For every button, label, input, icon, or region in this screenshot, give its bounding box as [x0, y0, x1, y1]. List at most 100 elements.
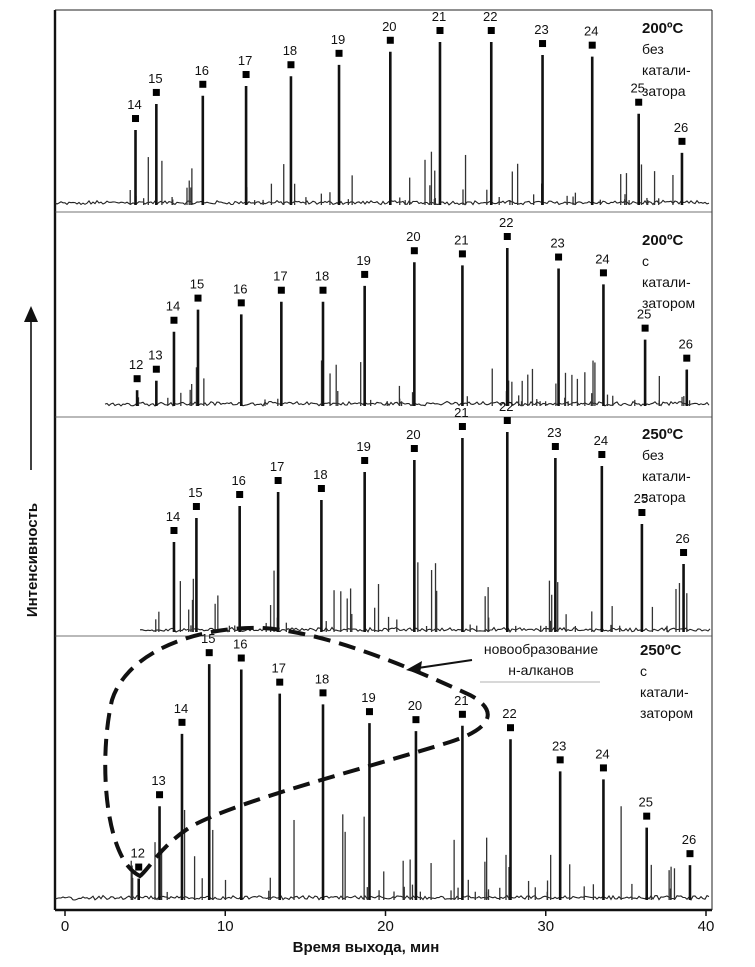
peak-label-c16: 16: [233, 281, 247, 296]
panel-2: 12 13 14 15 16 17 18 19 20 21 22 23 24 25 26 200ºC с ката…: [104, 215, 710, 407]
condition-text: без: [642, 41, 664, 57]
peak-label-c17: 17: [273, 269, 287, 284]
peak-label-c25: 25: [638, 795, 652, 810]
condition-temperature: 250ºC: [642, 426, 684, 443]
peak-label-c25: 25: [630, 81, 644, 96]
peak-marker-c14: [170, 527, 178, 534]
peak-marker-c26: [686, 850, 694, 858]
peak-label-c12: 12: [129, 357, 143, 372]
peak-label-c24: 24: [595, 746, 609, 761]
peak-label-c13: 13: [151, 773, 165, 788]
peak-marker-c18: [287, 61, 295, 69]
peak-label-c21: 21: [454, 405, 468, 420]
peak-label-c21: 21: [432, 9, 446, 24]
annotation-group: новообразование н-алканов: [103, 625, 600, 879]
x-tick-label-20: 20: [377, 918, 394, 935]
peak-label-c24: 24: [595, 251, 609, 266]
peak-label-c13: 13: [148, 348, 162, 363]
condition-text: затора: [642, 83, 686, 99]
peak-label-c25: 25: [634, 491, 648, 506]
peak-label-c15: 15: [188, 485, 202, 500]
condition-text: затором: [642, 295, 695, 311]
peak-label-c18: 18: [283, 43, 297, 58]
peak-marker-c13: [156, 791, 164, 799]
peak-label-c15: 15: [148, 71, 162, 86]
peak-label-c14: 14: [127, 97, 141, 112]
condition-text: катали-: [640, 684, 689, 700]
condition-text: с: [640, 663, 647, 679]
peak-label-c20: 20: [408, 698, 422, 713]
peak-marker-c24: [599, 764, 607, 772]
peak-label-c18: 18: [315, 269, 329, 284]
peak-marker-c24: [598, 451, 606, 458]
peak-label-c19: 19: [356, 253, 370, 268]
condition-text: катали-: [642, 62, 691, 78]
peak-marker-c22: [487, 27, 495, 34]
peak-marker-c16: [237, 654, 245, 662]
peak-marker-c22: [503, 417, 511, 424]
peak-marker-c12: [135, 863, 143, 871]
peak-label-c15: 15: [201, 631, 215, 646]
peak-marker-c26: [678, 137, 686, 145]
peak-label-c19: 19: [331, 32, 345, 47]
peak-marker-c26: [680, 549, 688, 556]
peak-marker-c12: [133, 375, 141, 383]
panel-3: 14 15 16 17 18 19 20 21 22 23 24 25 26 250ºC без катали…: [139, 399, 711, 633]
y-axis-title: Интенсивность: [24, 503, 41, 617]
peak-marker-c17: [276, 678, 284, 686]
peak-label-c14: 14: [166, 299, 180, 314]
peak-label-c17: 17: [238, 53, 252, 68]
peak-marker-c25: [641, 324, 649, 332]
peak-label-c25: 25: [637, 307, 651, 322]
peak-marker-c18: [319, 286, 327, 294]
peak-label-c18: 18: [315, 671, 329, 686]
peak-label-c19: 19: [356, 439, 370, 454]
peak-marker-c23: [555, 253, 563, 261]
peak-label-c21: 21: [454, 693, 468, 708]
axes: 0 10 20 30 40 Время выхода, мин Интенсивность: [24, 306, 714, 956]
condition-text: катали-: [642, 468, 691, 484]
peak-marker-c19: [365, 708, 373, 716]
peak-label-c18: 18: [313, 467, 327, 482]
peak-marker-c16: [199, 80, 207, 88]
baseline-trace: [54, 894, 710, 901]
peak-marker-c21: [458, 423, 466, 430]
peak-label-c23: 23: [552, 738, 566, 753]
condition-temperature: 200ºC: [642, 20, 684, 37]
peak-label-c21: 21: [454, 232, 468, 247]
peak-label-c17: 17: [270, 459, 284, 474]
condition-temperature: 200ºC: [642, 232, 684, 249]
chromatogram-panels: 14 15 16 17 18 19 20 21 22 23 24 25 26 200ºC без катали…: [54, 9, 712, 901]
peak-marker-c17: [274, 477, 282, 484]
peak-marker-c19: [361, 270, 369, 278]
peak-marker-c14: [170, 316, 178, 324]
peak-marker-c20: [410, 247, 418, 255]
peak-label-c19: 19: [361, 690, 375, 705]
condition-text: катали-: [642, 274, 691, 290]
peak-label-c22: 22: [499, 215, 513, 230]
peak-marker-c18: [317, 485, 325, 492]
peak-marker-c15: [205, 649, 213, 657]
peak-marker-c15: [194, 294, 202, 302]
peak-marker-c23: [556, 756, 564, 764]
condition-text: затора: [642, 489, 686, 505]
peak-label-c23: 23: [534, 22, 548, 37]
peak-marker-c26: [683, 354, 691, 362]
peak-label-c16: 16: [233, 637, 247, 652]
peak-marker-c17: [277, 286, 285, 294]
condition-text: без: [642, 447, 664, 463]
peak-marker-c21: [458, 710, 466, 718]
peak-label-c26: 26: [682, 832, 696, 847]
peak-marker-c25: [643, 812, 651, 820]
peak-marker-c24: [588, 41, 596, 49]
x-tick-label-40: 40: [698, 918, 715, 935]
panel-4: 12 13 14 15 16 17 18 19 20 21 22 23 24 25 26 250ºC с ката…: [54, 631, 710, 901]
peak-label-c20: 20: [382, 19, 396, 34]
y-axis-arrowhead: [24, 306, 38, 322]
peak-label-c16: 16: [231, 473, 245, 488]
peak-label-c20: 20: [406, 427, 420, 442]
peak-marker-c16: [236, 491, 244, 498]
baseline-trace: [54, 199, 710, 206]
peak-marker-c19: [361, 457, 369, 464]
